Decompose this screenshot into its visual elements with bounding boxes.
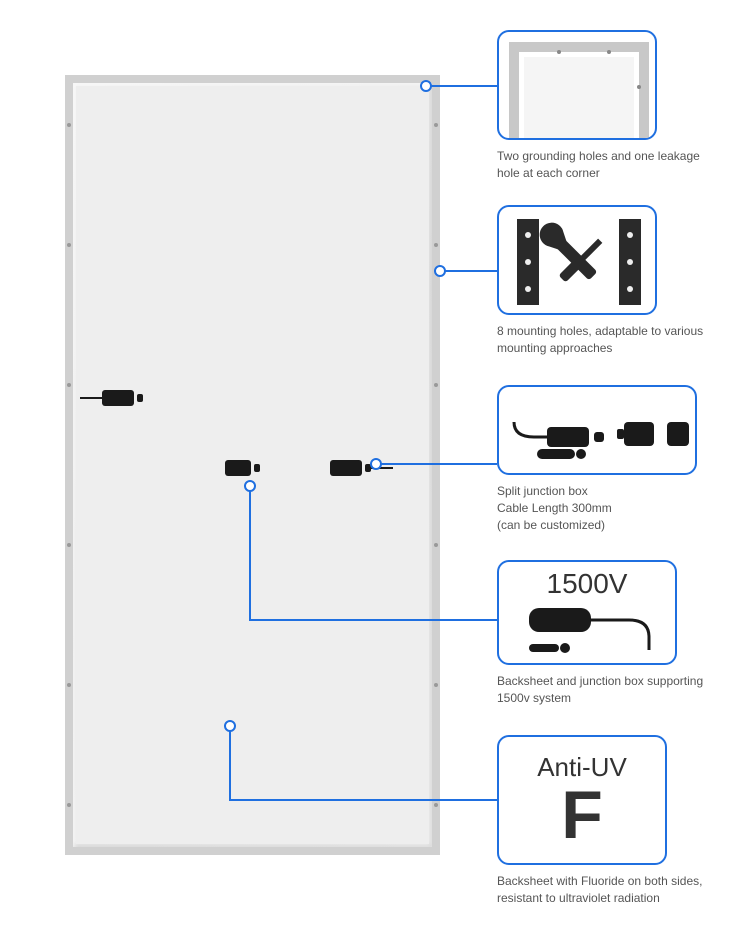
callout-dot-junction [370, 458, 382, 470]
frame-hole [67, 243, 71, 247]
junction-box-right [330, 460, 393, 476]
callout-box-mounting [497, 205, 657, 315]
callout-caption-voltage: Backsheet and junction box supporting 15… [497, 673, 707, 707]
callout-dot-mounting [434, 265, 446, 277]
callout-box-junction [497, 385, 697, 475]
voltage-cable-icon [499, 562, 677, 665]
callout-dot-voltage [244, 480, 256, 492]
callout-box-corner [497, 30, 657, 140]
callout-caption-corner: Two grounding holes and one leakage hole… [497, 148, 707, 182]
junction-box-icon [499, 387, 697, 475]
callout-dot-corner [420, 80, 432, 92]
frame-hole [67, 803, 71, 807]
frame-hole [67, 123, 71, 127]
frame-hole [434, 123, 438, 127]
frame-hole [67, 683, 71, 687]
frame-hole [434, 803, 438, 807]
callout-dot-antiuv [224, 720, 236, 732]
frame-hole [67, 383, 71, 387]
frame-hole [434, 683, 438, 687]
frame-hole [434, 383, 438, 387]
mounting-tools-icon [499, 207, 657, 315]
junction-box-center [225, 460, 260, 476]
callout-caption-antiuv: Backsheet with Fluoride on both sides, r… [497, 873, 707, 907]
callout-box-voltage: 1500V [497, 560, 677, 665]
callout-caption-junction: Split junction box Cable Length 300mm (c… [497, 483, 707, 533]
callout-caption-mounting: 8 mounting holes, adaptable to various m… [497, 323, 707, 357]
frame-hole [434, 243, 438, 247]
frame-hole [67, 543, 71, 547]
frame-hole [434, 543, 438, 547]
antiuv-title-big: F [561, 783, 603, 848]
corner-frame-icon [499, 32, 657, 140]
callout-box-antiuv: Anti-UV F [497, 735, 667, 865]
junction-box-left [80, 390, 143, 406]
